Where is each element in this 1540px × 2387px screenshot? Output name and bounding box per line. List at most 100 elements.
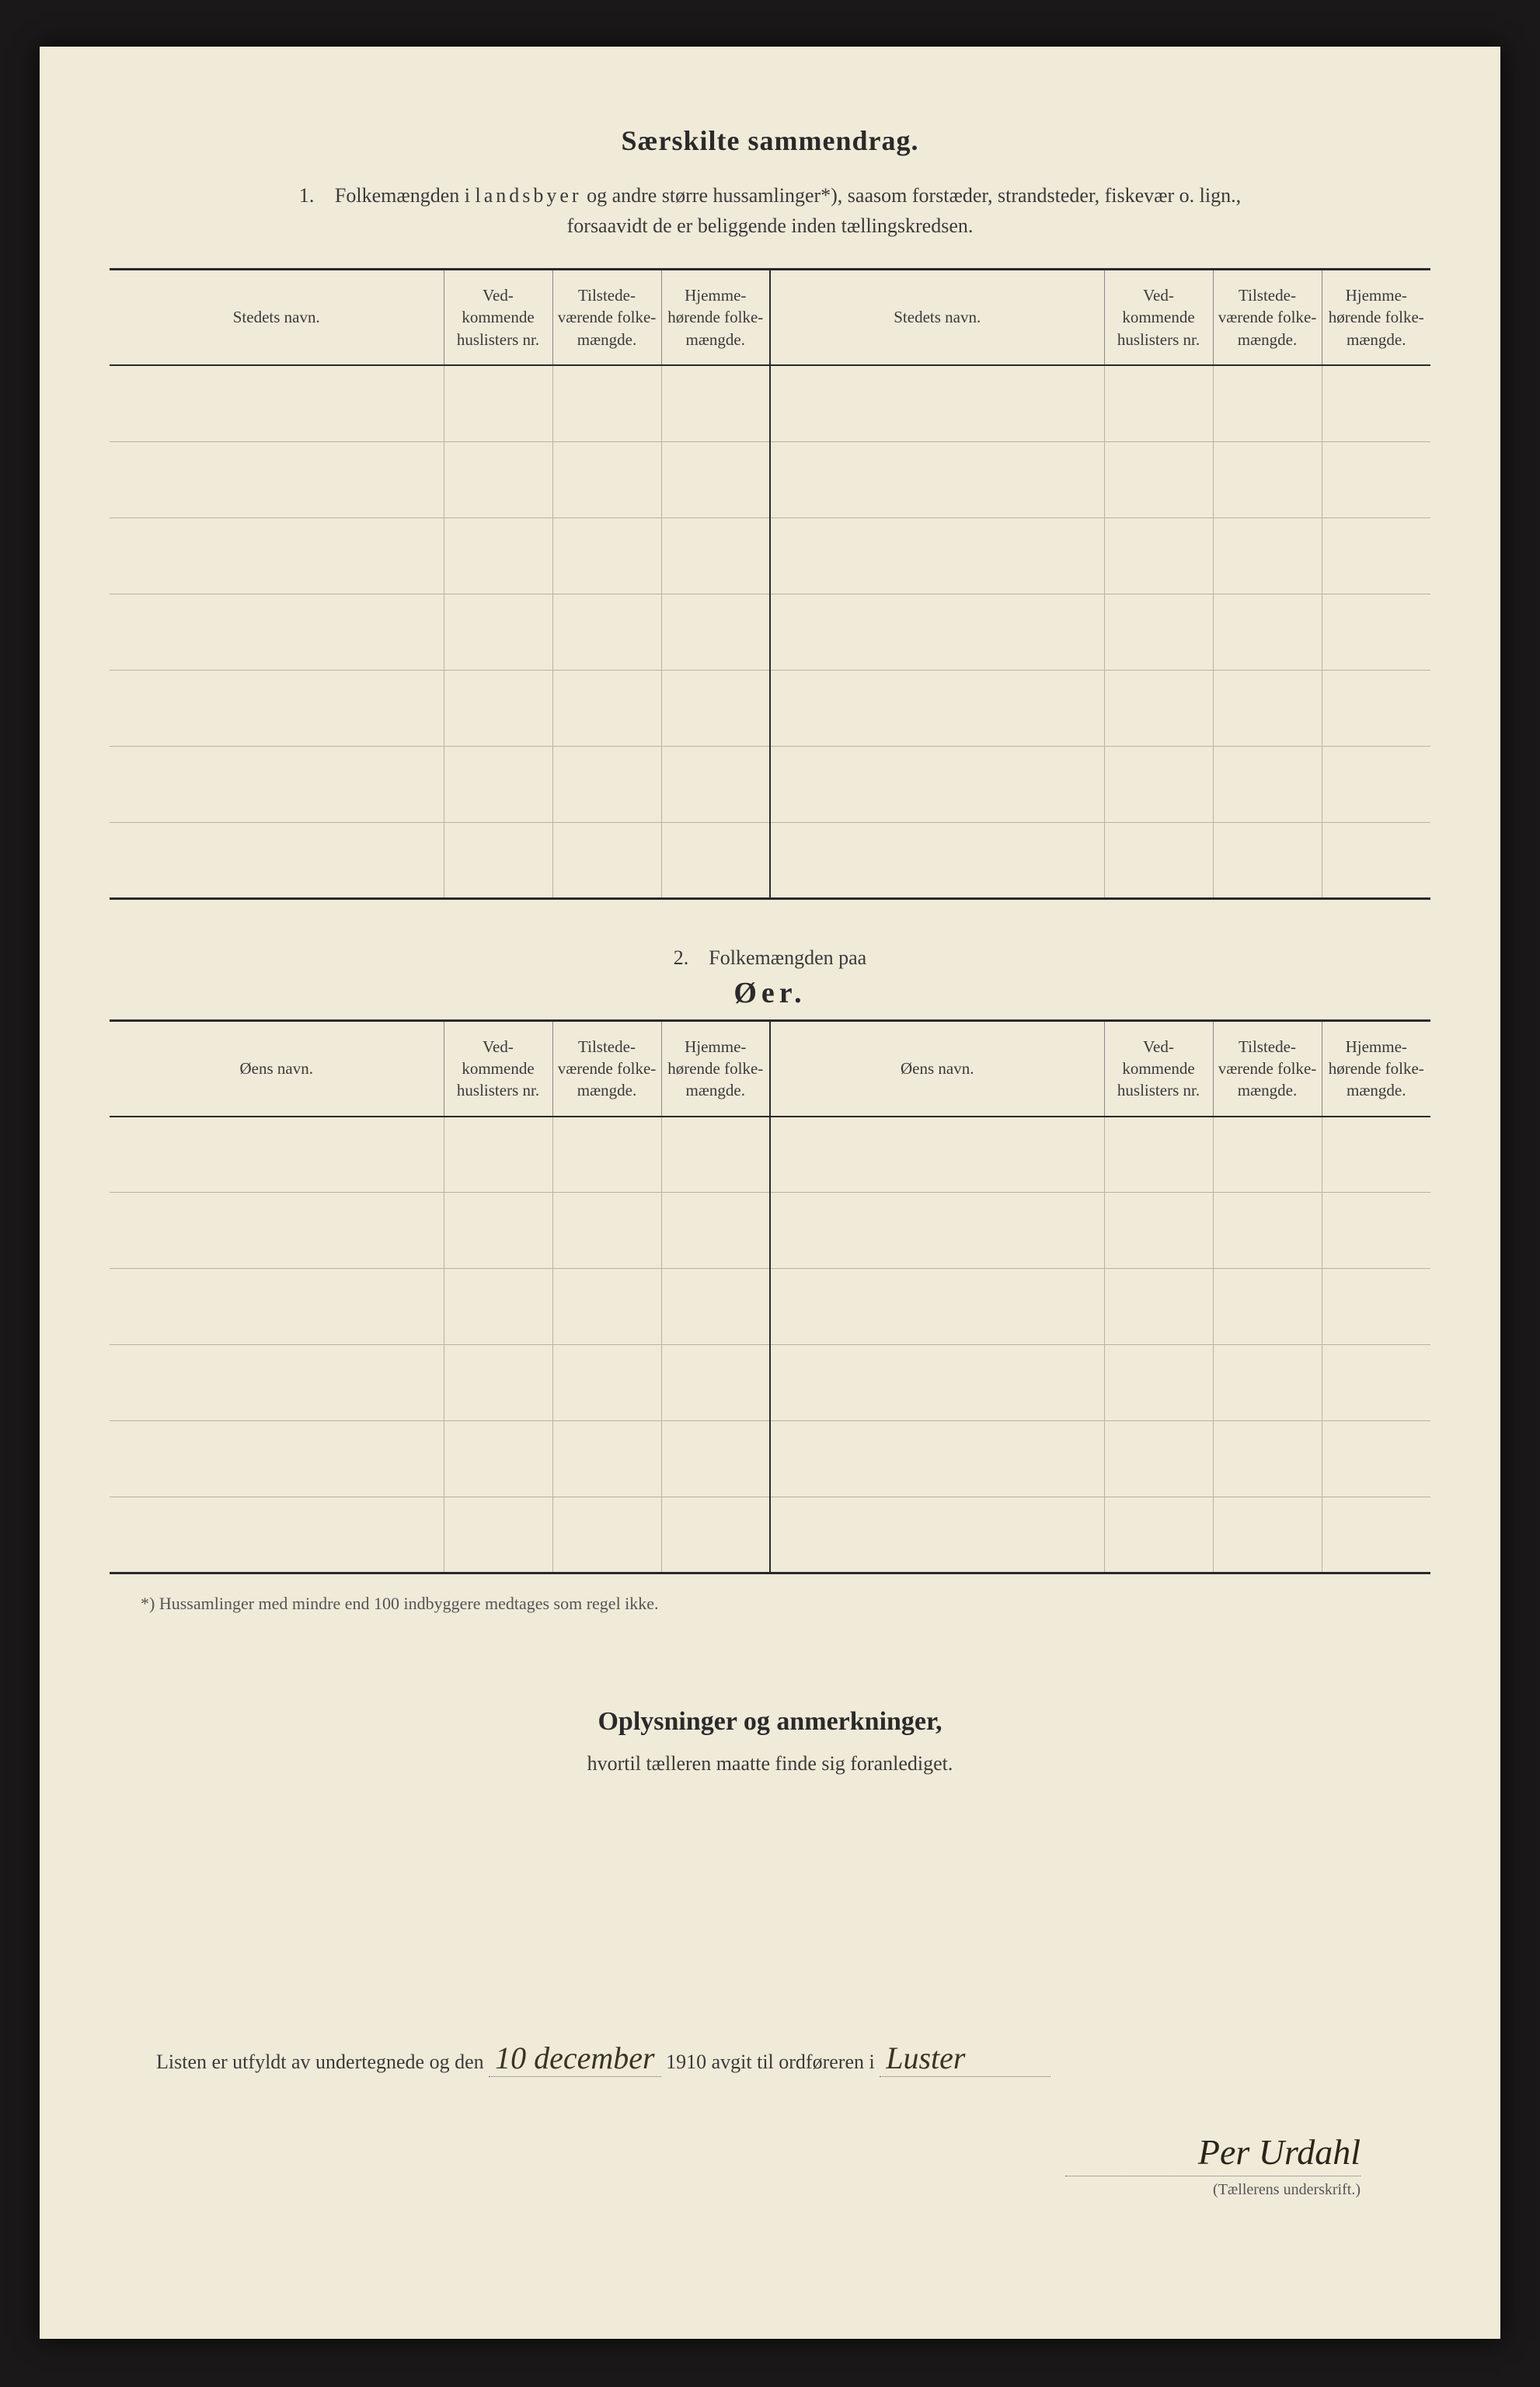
table-cell: [1213, 517, 1322, 594]
table-cell: [444, 670, 552, 746]
table-cell: [1322, 365, 1430, 441]
table-row: [110, 1117, 1430, 1193]
table-cell: [110, 670, 444, 746]
table-cell: [1322, 441, 1430, 517]
table-cell: [444, 1193, 552, 1269]
table-row: [110, 1193, 1430, 1269]
table-1: Stedets navn. Ved- kommende huslisters n…: [110, 268, 1430, 900]
table-cell: [552, 594, 661, 670]
table-cell: [110, 822, 444, 898]
signer-caption: (Tællerens underskrift.): [110, 2181, 1361, 2199]
table-cell: [1213, 365, 1322, 441]
table-cell: [1213, 1345, 1322, 1421]
table-cell: [661, 1497, 770, 1573]
table-cell: [1104, 670, 1213, 746]
table-row: [110, 594, 1430, 670]
table-cell: [552, 670, 661, 746]
table-cell: [1213, 1269, 1322, 1345]
table-cell: [444, 822, 552, 898]
table-cell: [1104, 1497, 1213, 1573]
section3-heading: Oplysninger og anmerkninger,: [110, 1707, 1430, 1737]
sig-prefix: Listen er utfyldt av undertegnede og den: [156, 2051, 484, 2073]
table-cell: [770, 1345, 1104, 1421]
table-cell: [552, 1193, 661, 1269]
table-cell: [1213, 1117, 1322, 1193]
table-cell: [770, 1193, 1104, 1269]
table-cell: [444, 746, 552, 822]
table-cell: [110, 1421, 444, 1497]
sig-year: 1910: [666, 2051, 706, 2073]
table-row: [110, 517, 1430, 594]
sig-place: Luster: [880, 2040, 1050, 2077]
table-1-body: [110, 365, 1430, 898]
table-cell: [110, 1345, 444, 1421]
table-cell: [110, 365, 444, 441]
table-cell: [770, 822, 1104, 898]
table-cell: [1322, 1345, 1430, 1421]
table-cell: [552, 1497, 661, 1573]
table-cell: [770, 1497, 1104, 1573]
table-row: [110, 1345, 1430, 1421]
table-cell: [661, 1269, 770, 1345]
t1-h-col3-right: Hjemme- hørende folke- mængde.: [1322, 270, 1430, 366]
section1-text-spaced: landsbyer: [475, 184, 581, 207]
table-cell: [661, 1193, 770, 1269]
section1-number: 1.: [299, 180, 315, 211]
table-cell: [110, 1497, 444, 1573]
table-cell: [444, 1117, 552, 1193]
table-cell: [661, 517, 770, 594]
table-row: [110, 822, 1430, 898]
t1-h-col2-right: Tilstede- værende folke- mængde.: [1213, 270, 1322, 366]
table-cell: [1213, 822, 1322, 898]
table-cell: [770, 746, 1104, 822]
table-cell: [1322, 517, 1430, 594]
table-cell: [552, 1269, 661, 1345]
table-cell: [661, 822, 770, 898]
table-cell: [1213, 1193, 1322, 1269]
signature-line: Listen er utfyldt av undertegnede og den…: [110, 2040, 1430, 2077]
footnote: *) Hussamlinger med mindre end 100 indby…: [110, 1594, 1430, 1614]
table-cell: [1104, 1421, 1213, 1497]
table-cell: [1213, 441, 1322, 517]
t2-h-col2-right: Tilstede- værende folke- mængde.: [1213, 1020, 1322, 1117]
table-cell: [661, 670, 770, 746]
table-cell: [1104, 517, 1213, 594]
section3-sub: hvortil tælleren maatte finde sig foranl…: [110, 1752, 1430, 1775]
table-cell: [1322, 822, 1430, 898]
table-cell: [110, 441, 444, 517]
table-cell: [110, 1193, 444, 1269]
table-cell: [1104, 1269, 1213, 1345]
table-cell: [1213, 1421, 1322, 1497]
table-cell: [661, 594, 770, 670]
table-2-body: [110, 1117, 1430, 1573]
table-cell: [444, 1345, 552, 1421]
table-cell: [1104, 822, 1213, 898]
table-row: [110, 670, 1430, 746]
section2-number: 2.: [674, 946, 689, 969]
table-cell: [1322, 1421, 1430, 1497]
table-cell: [770, 517, 1104, 594]
t2-h-col1-right: Ved- kommende huslisters nr.: [1104, 1020, 1213, 1117]
table-cell: [661, 441, 770, 517]
table-cell: [1213, 594, 1322, 670]
signature-area: Listen er utfyldt av undertegnede og den…: [110, 2040, 1430, 2199]
table-cell: [1213, 670, 1322, 746]
table-cell: [1104, 1345, 1213, 1421]
t1-h-col1-right: Ved- kommende huslisters nr.: [1104, 270, 1213, 366]
table-cell: [661, 1421, 770, 1497]
table-cell: [552, 517, 661, 594]
t2-h-name-left: Øens navn.: [110, 1020, 444, 1117]
signature-block: Per Urdahl (Tællerens underskrift.): [110, 2131, 1430, 2199]
table-cell: [444, 1497, 552, 1573]
table-cell: [552, 441, 661, 517]
table-cell: [444, 1421, 552, 1497]
section2-heading: 2. Folkemængden paa Øer.: [110, 946, 1430, 1010]
t2-h-col3-right: Hjemme- hørende folke- mængde.: [1322, 1020, 1430, 1117]
t1-h-col2-left: Tilstede- værende folke- mængde.: [552, 270, 661, 366]
table-cell: [444, 594, 552, 670]
table-cell: [552, 1117, 661, 1193]
table-cell: [1104, 365, 1213, 441]
section2-title-text: Øer.: [110, 976, 1430, 1010]
section1-text-b: og andre større hussamlinger*), saasom f…: [582, 184, 1242, 207]
section1-text-c: forsaavidt de er beliggende inden tællin…: [567, 214, 974, 237]
